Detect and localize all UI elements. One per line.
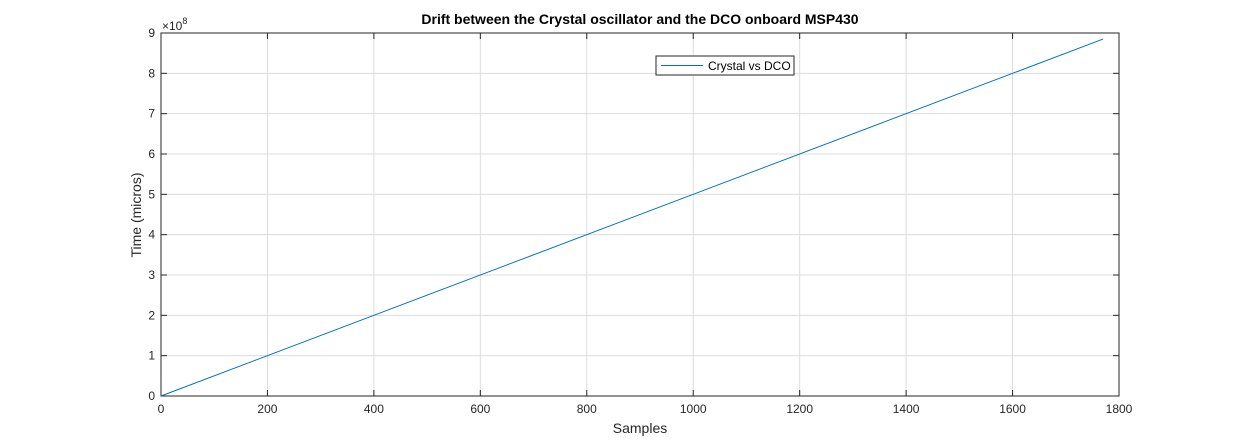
y-tick-label: 6: [148, 147, 155, 161]
x-tick-label: 1800: [1106, 402, 1133, 416]
y-multiplier-exponent: 8: [182, 16, 187, 26]
x-tick-label: 1400: [893, 402, 920, 416]
y-tick-label: 7: [148, 107, 155, 121]
y-axis-label: Time (micros): [128, 172, 144, 257]
y-tick-label: 0: [148, 389, 155, 403]
x-tick-label: 1600: [999, 402, 1026, 416]
legend-entry: Crystal vs DCO: [708, 59, 791, 73]
legend-box: [655, 55, 795, 76]
x-tick-label: 800: [577, 402, 597, 416]
y-tick-label: 2: [148, 308, 155, 322]
x-tick-label: 200: [257, 402, 277, 416]
y-axis: 0 1 2 3 4 5 6 7 8 9: [148, 26, 1119, 403]
x-tick-label: 600: [470, 402, 490, 416]
series-lines: [160, 38, 1104, 397]
y-tick-label: 9: [148, 26, 155, 40]
plot-area: [160, 32, 1120, 397]
legend: Crystal vs DCO: [655, 55, 795, 76]
x-tick-label: 0: [158, 402, 165, 416]
y-tick-label: 5: [148, 187, 155, 201]
y-tick-label: 8: [148, 66, 155, 80]
y-axis-multiplier: ×108: [162, 16, 187, 33]
x-tick-label: 1200: [786, 402, 813, 416]
y-multiplier-base: ×10: [162, 19, 183, 33]
x-tick-label: 1000: [680, 402, 707, 416]
x-axis: 0 200 400 600 800 1000 1200 1400 1600 1800: [158, 33, 1133, 416]
chart-title: Drift between the Crystal oscillator and…: [421, 11, 858, 27]
y-tick-label: 3: [148, 268, 155, 282]
x-axis-label: Samples: [613, 420, 667, 436]
x-tick-label: 400: [364, 402, 384, 416]
y-tick-label: 4: [148, 228, 155, 242]
series-line: [160, 38, 1104, 397]
y-tick-label: 1: [148, 349, 155, 363]
